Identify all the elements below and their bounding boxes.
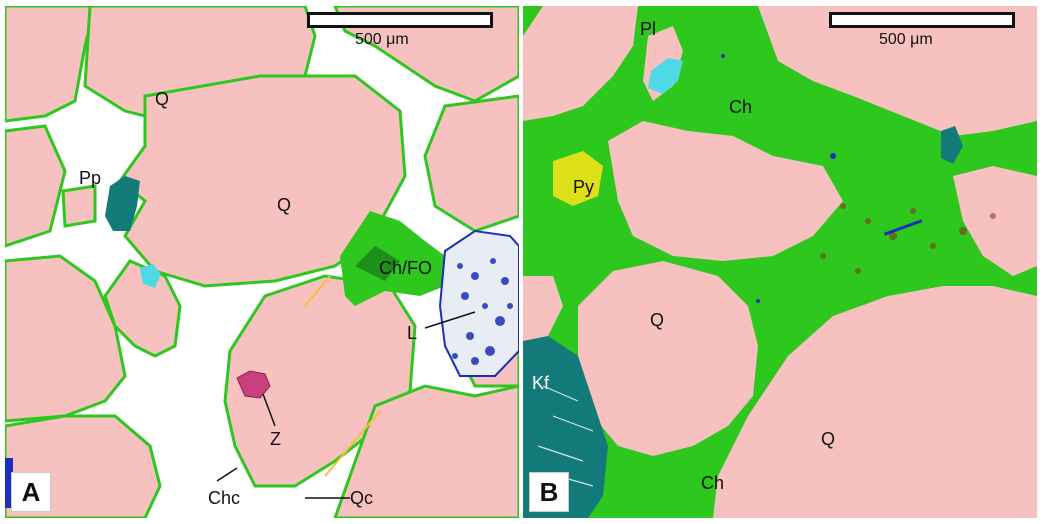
scale-bar-a [307,12,493,28]
lithic-fragment [438,229,519,377]
label-chfo: Ch/FO [379,258,433,278]
quartz-grain-top-right-b [758,6,1037,136]
label-pl: Pl [640,19,657,39]
potassium-feldspar-pp [105,176,140,231]
scale-text-b: 500 μm [879,31,933,48]
label-q2: Q [277,195,292,215]
quartz-grain-q1-b [578,261,758,456]
quartz-grain-left-mid [5,124,67,248]
label-ch1: Ch [729,97,753,117]
panel-b: 500 μm Pl Ch Py Q Kf Q Ch B [523,6,1037,518]
quartz-grain-top-left [5,6,97,123]
label-kf: Kf [532,373,550,393]
quartz-grain-center-mid [103,259,182,358]
micrograph-b [523,6,1037,518]
quartz-grain-top-right [333,6,519,103]
quartz-grain-left-large [5,254,127,423]
zircon-grain [236,370,271,399]
plagioclase-grain [648,58,683,94]
quartz-grain-bottom-right [333,384,519,518]
quartz-grain-top-left-b [523,6,638,121]
quartz-grain-small-left [61,184,97,228]
panel-a: 500 μm Q Q Pp Ch/FO L Z Chc Qc A [5,6,519,518]
label-l: L [407,323,418,343]
label-py: Py [573,177,595,197]
label-q1: Q [155,89,170,109]
label-q1-b: Q [650,310,665,330]
quartz-grain-right-mid-b [953,166,1037,276]
pyrite-cluster [553,151,603,206]
label-ch2: Ch [701,473,725,493]
label-q2-b: Q [821,429,836,449]
scale-text-a: 500 μm [355,31,409,48]
label-qc: Qc [350,488,374,508]
quartz-grain-q2-b [713,286,1037,518]
label-chc: Chc [208,488,241,508]
quartz-grain-left-b [523,276,563,351]
scale-bar-b [829,12,1015,28]
label-pp: Pp [79,168,102,188]
label-z: Z [270,429,281,449]
quartz-grain-center-b [608,121,843,261]
panel-letter-a: A [11,472,51,512]
panel-letter-b: B [529,472,569,512]
micrograph-a [5,6,519,518]
